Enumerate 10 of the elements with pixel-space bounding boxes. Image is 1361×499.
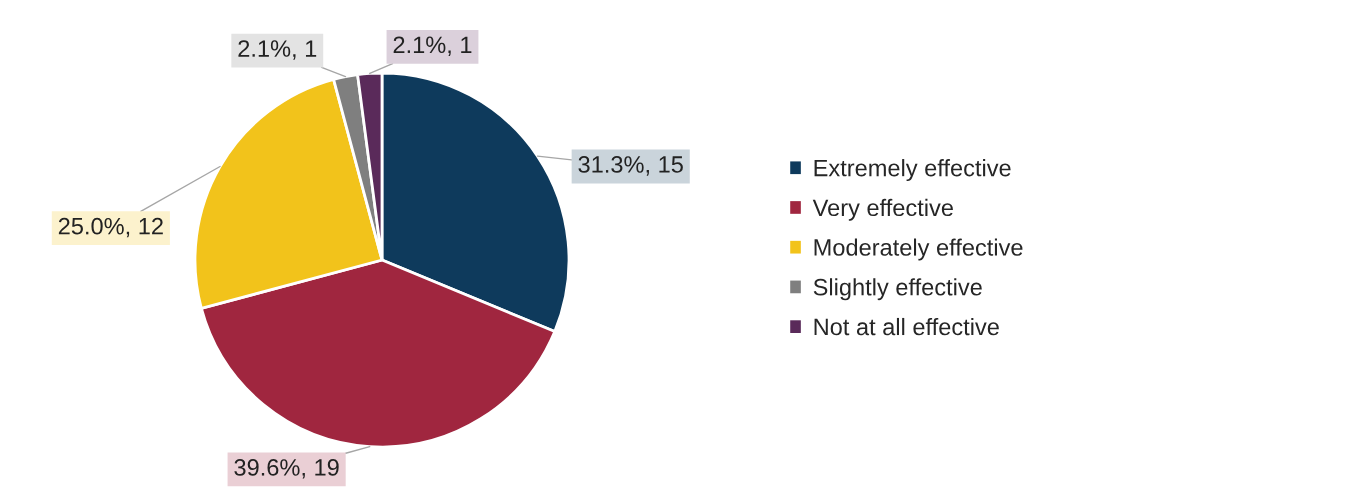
data-label: 2.1%, 1 xyxy=(393,36,472,56)
legend-label: Extremely effective xyxy=(814,159,1011,182)
legend-label: Not at all effective xyxy=(814,317,999,336)
data-label: 31.3%, 15 xyxy=(578,156,683,176)
data-label: 2.1%, 1 xyxy=(238,40,317,60)
legend-label: Slightly effective xyxy=(813,278,982,301)
data-label: 25.0%, 12 xyxy=(58,217,163,238)
legend-label: Very effective xyxy=(812,198,953,221)
legend-label: Moderately effective xyxy=(814,238,1023,261)
data-label: 39.6%, 19 xyxy=(234,459,339,479)
